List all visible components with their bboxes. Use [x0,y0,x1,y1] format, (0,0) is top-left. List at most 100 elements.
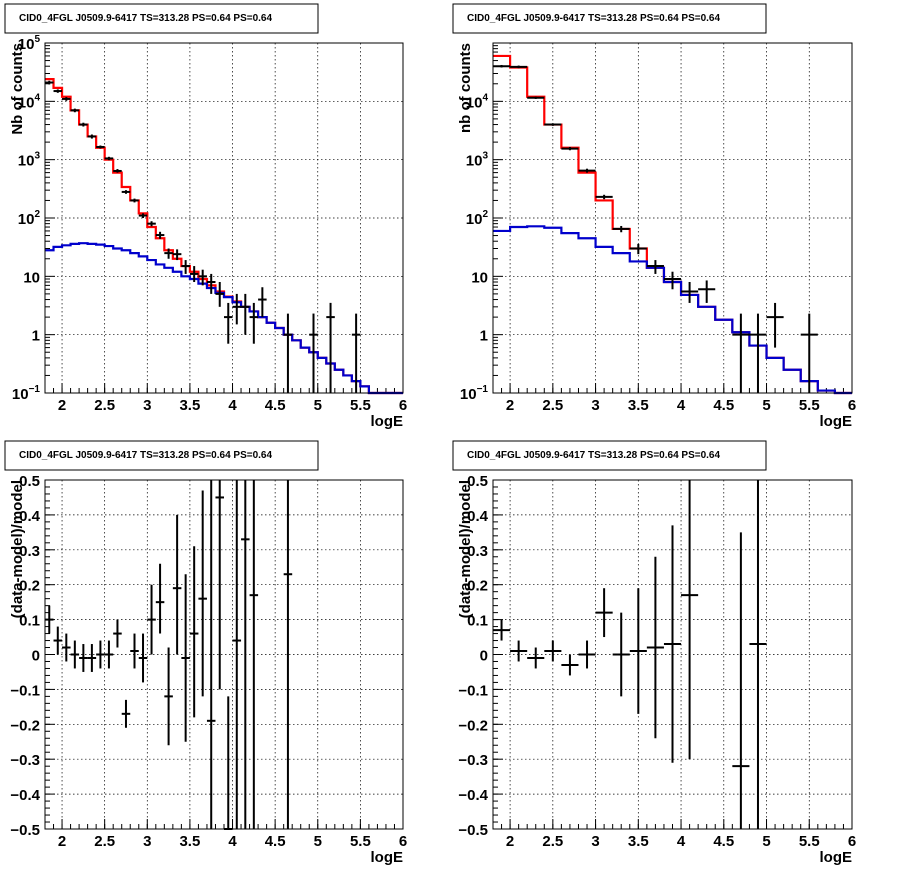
y-tick-label: 1 [32,328,40,345]
data-point [493,64,511,68]
x-tick-label: 2.5 [542,397,563,414]
data-point [612,612,630,697]
x-axis-label: logE [820,413,853,430]
data-point [283,480,293,829]
data-point [79,122,88,127]
data-point [121,699,131,728]
data-point [113,169,122,173]
histogram-series-2 [493,225,852,395]
x-axis-label: logE [371,849,404,866]
x-tick-label: 3 [591,833,599,850]
chart-panel-2: 2 2.5 3 3.5 4 4.5 5 5.5 6 10−1 1 10 102 103 104 CID0_4F… [452,3,856,430]
data-point [544,640,562,662]
y-tick-label: 0.4 [19,508,41,525]
data-point [283,313,293,393]
data-point [249,480,259,829]
data-point [232,293,242,325]
data-point [629,588,647,714]
x-tick-label: 2.5 [542,833,563,850]
x-tick-label: 2 [506,397,514,414]
y-axis-label: (data-model)/model [457,480,474,618]
y-tick-label: 0.2 [467,578,488,595]
plot-frame [492,42,853,394]
data-point [181,574,190,742]
data-point [527,647,545,669]
x-tick-label: 5.5 [799,833,820,850]
y-tick-label: 105 [18,34,41,53]
data-point [544,123,562,126]
y-tick-label: 0 [32,648,40,665]
data-point [172,249,182,261]
data-point [87,134,97,139]
data-point [70,108,80,113]
x-tick-label: 4.5 [265,397,286,414]
data-point [138,213,148,218]
data-point [62,97,71,101]
data-point [189,266,199,282]
y-tick-label: 104 [18,92,41,111]
data-point [578,640,596,669]
x-tick-label: 3 [143,833,151,850]
data-point [309,313,318,393]
y-tick-label: −0.1 [458,682,488,699]
y-tick-label: 10−1 [12,384,41,403]
data-point [749,313,767,393]
x-axis-label: logE [371,413,404,430]
data-point [189,546,199,718]
plot-frame [492,479,853,830]
histogram-series-1 [493,54,852,395]
data-point [578,168,596,173]
x-tick-label: 2 [58,833,66,850]
x-tick-label: 4 [228,397,237,414]
histogram-series-1 [45,78,403,395]
chart-title: CID0_4FGL J0509.9-6417 TS=313.28 PS=0.64… [467,13,720,24]
x-tick-label: 5 [762,833,770,850]
y-axis-label: Nb of counts [9,43,26,135]
x-tick-label: 3 [143,397,151,414]
x-tick-label: 5.5 [350,833,371,850]
y-tick-label: 10−1 [460,384,489,403]
data-point [96,145,105,149]
data-point [147,221,156,227]
data-point [732,532,750,829]
data-point [206,480,216,829]
x-tick-label: 6 [848,833,856,850]
data-point [206,273,216,294]
data-point [681,480,699,760]
data-point [130,633,139,669]
data-point [138,633,148,683]
x-tick-label: 4.5 [713,397,734,414]
chart-panel-3: 2 2.5 3 3.5 4 4.5 5 5.5 6 −0.5 −0.4 −0.3 −0.2 −0.1 0 0.… [4,440,407,866]
histogram-series-2 [45,242,403,395]
data-point [595,588,613,638]
data-point [351,313,361,393]
data-point [595,194,613,200]
x-tick-label: 3.5 [628,833,649,850]
data-point [130,198,139,203]
y-tick-label: 0.4 [467,508,489,525]
y-tick-label: 103 [466,151,489,170]
x-tick-label: 5.5 [350,397,371,414]
x-tick-label: 3 [591,397,599,414]
x-tick-label: 2 [58,397,66,414]
data-point [527,96,545,99]
title-box [452,440,767,471]
y-tick-label: −0.3 [10,752,40,769]
y-tick-label: −0.5 [10,822,40,839]
data-point [155,563,165,634]
x-tick-label: 3.5 [179,833,200,850]
x-tick-label: 5 [314,833,322,850]
title-box [4,3,319,34]
y-tick-label: −0.2 [10,717,40,734]
y-tick-label: 0.5 [19,473,40,490]
data-point [326,302,335,393]
x-tick-label: 3.5 [179,397,200,414]
data-point [663,525,682,763]
data-point [96,640,105,669]
data-point [224,302,233,344]
y-tick-label: 102 [466,209,489,228]
data-point [215,281,224,307]
data-point [612,225,630,233]
chart-title: CID0_4FGL J0509.9-6417 TS=313.28 PS=0.64… [467,450,720,461]
